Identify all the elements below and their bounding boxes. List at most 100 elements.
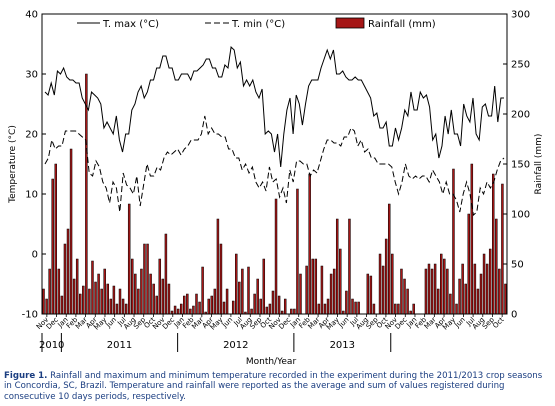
rainfall-bar	[219, 243, 223, 315]
rainfall-bar	[121, 298, 125, 315]
rainfall-bar	[384, 238, 388, 315]
rainfall-bar	[253, 293, 256, 315]
rainfall-bar	[186, 293, 189, 315]
rainfall-bar	[464, 283, 467, 315]
rainfall-bar	[296, 188, 299, 315]
rainfall-bar	[256, 278, 259, 315]
rainfall-bar	[176, 308, 180, 315]
rainfall-bar	[42, 288, 45, 315]
rainfall-bar	[446, 268, 449, 315]
rainfall-bar	[274, 198, 278, 315]
rainfall-bar	[161, 278, 165, 315]
rainfall-bar	[265, 306, 269, 315]
caption-label: Figure 1.	[4, 371, 48, 381]
rainfall-bar	[290, 308, 293, 315]
rainfall-bar	[115, 303, 119, 315]
rainfall-bar	[134, 273, 137, 315]
rainfall-bar	[247, 266, 250, 315]
rainfall-bar	[387, 203, 391, 315]
plot-frame	[41, 13, 508, 315]
rainfall-bar	[94, 281, 97, 315]
rainfall-bar	[216, 218, 220, 315]
rainfall-bar	[479, 273, 483, 315]
rainfall-bar	[424, 268, 428, 315]
rainfall-bar	[97, 273, 100, 315]
rainfall-bar	[222, 301, 226, 315]
figure-caption: Figure 1. Rainfall and maximum and minim…	[4, 371, 552, 402]
right-tick-label: 200	[511, 110, 530, 121]
rainfall-bar	[235, 253, 238, 315]
rainfall-bar	[112, 285, 116, 315]
rainfall-bar	[183, 295, 186, 315]
rainfall-bar	[152, 283, 155, 315]
rainfall-bar	[250, 308, 253, 315]
rainfall-bar	[213, 288, 217, 315]
rainfall-bar	[335, 218, 339, 315]
rainfall-bar	[54, 163, 58, 315]
rainfall-bar	[118, 288, 122, 315]
rainfall-bar	[131, 258, 134, 315]
rainfall-bar	[63, 243, 67, 315]
rainfall-bar	[198, 301, 201, 315]
rainfall-bar	[498, 268, 501, 315]
rainfall-bar	[455, 303, 458, 315]
rainfall-bar	[345, 290, 348, 315]
rainfall-bar	[259, 298, 262, 315]
rainfall-bar	[427, 263, 431, 315]
right-tick-label: 100	[511, 210, 530, 221]
rainfall-bar	[164, 233, 168, 315]
rainfall-bar	[394, 303, 397, 315]
year-label: 2012	[223, 340, 248, 351]
rainfall-bar	[317, 303, 321, 315]
left-tick-label: 40	[25, 10, 38, 21]
rainfall-bar	[91, 260, 94, 315]
legend-rain-label: Rainfall (mm)	[368, 19, 436, 30]
rainfall-bar	[143, 243, 146, 315]
rainfall-bar	[458, 278, 461, 315]
rainfall-bar	[109, 298, 113, 315]
rainfall-bar	[449, 293, 452, 315]
rainfall-bar	[173, 305, 177, 315]
rainfall-bar	[231, 300, 235, 315]
caption-text: Rainfall and maximum and minimum tempera…	[4, 371, 543, 402]
rainfall-bar	[100, 288, 103, 315]
rainfall-bar	[238, 281, 241, 315]
rainfall-bar	[283, 298, 287, 315]
rainfall-bar	[308, 173, 311, 315]
rainfall-bar	[158, 258, 162, 315]
month-label: Oct	[491, 316, 505, 330]
left-tick-label: 10	[25, 190, 38, 201]
rainfall-bar	[391, 253, 394, 315]
rainfall-bar	[372, 303, 376, 315]
rainfall-bar	[271, 290, 275, 315]
rainfall-bar	[467, 213, 470, 315]
left-tick-label: -10	[22, 310, 38, 321]
right-tick-label: 300	[511, 10, 530, 21]
rainfall-bar	[88, 288, 91, 315]
rainfall-bar	[504, 283, 507, 315]
rainfall-bar	[397, 303, 400, 315]
left-y-axis: -10 0 10 20 30 40	[22, 10, 46, 321]
rainfall-bar	[299, 273, 302, 315]
rainfall-bar	[167, 283, 171, 315]
rainfall-bar	[103, 268, 106, 315]
rainfall-bar	[381, 265, 385, 315]
rainfall-bar	[378, 253, 382, 315]
year-label: 2013	[330, 340, 355, 351]
rainfall-bar	[452, 168, 455, 315]
rainfall-bar	[85, 73, 88, 315]
combined-chart: -10 0 10 20 30 40 0 50 100 150 200 250 300 NovDecJa…	[8, 10, 544, 368]
left-axis-title: Temperature (°C)	[8, 125, 18, 204]
rainfall-bar	[241, 268, 244, 315]
rainfall-bar	[332, 268, 336, 315]
legend-tmax-label: T. max (°C)	[102, 19, 159, 30]
rainfall-bar	[400, 268, 403, 315]
rainfall-bar	[351, 298, 354, 315]
right-tick-label: 150	[511, 160, 530, 171]
rainfall-bar	[69, 148, 73, 315]
rainfall-bar	[60, 295, 64, 315]
rainfall-bar	[82, 285, 85, 315]
rainfall-bar	[66, 228, 70, 315]
rainfall-bar	[495, 218, 498, 315]
rainfall-bar	[155, 295, 158, 315]
